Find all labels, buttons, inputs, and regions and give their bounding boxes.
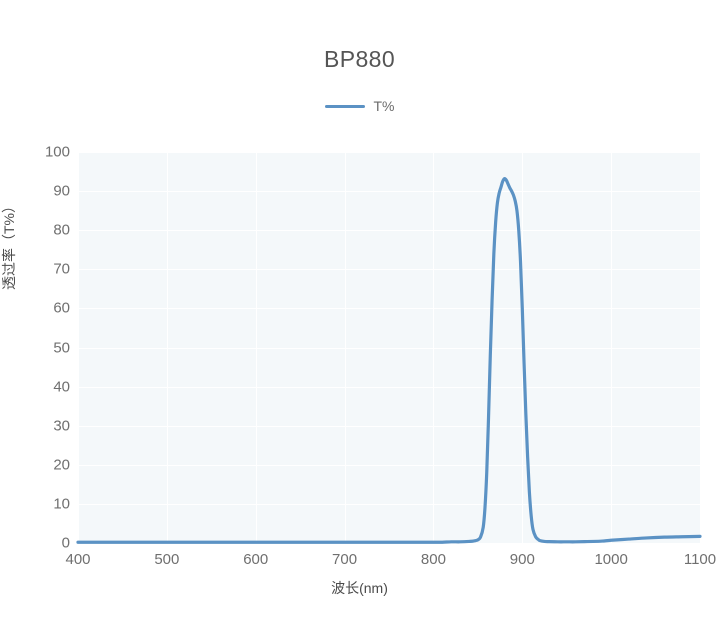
x-tick-label: 500 — [154, 551, 180, 568]
y-tick-label: 50 — [53, 339, 70, 356]
gridline-horizontal — [78, 269, 700, 271]
y-tick-label: 60 — [53, 299, 70, 317]
y-tick-label: 100 — [44, 143, 70, 161]
x-tick-label: 1100 — [683, 551, 717, 568]
series-plot — [76, 176, 702, 544]
y-tick-label: 40 — [53, 378, 70, 396]
y-tick-label: 90 — [53, 182, 70, 200]
gridline-horizontal — [78, 308, 700, 310]
x-tick-label: 1000 — [594, 551, 628, 568]
series-line-t-percent — [76, 176, 702, 544]
y-tick-label: 30 — [53, 417, 70, 435]
gridline-horizontal — [78, 191, 700, 193]
gridline-horizontal — [78, 386, 700, 388]
y-tick-label: 80 — [53, 221, 70, 239]
x-tick-label: 600 — [243, 551, 269, 568]
gridline-horizontal — [78, 152, 700, 153]
chart-legend: T% — [0, 98, 719, 114]
gridline-vertical — [700, 152, 701, 543]
gridline-horizontal — [78, 464, 700, 466]
gridline-horizontal — [78, 230, 700, 232]
y-tick-label: 10 — [53, 495, 70, 513]
page-title: BP880 — [323, 46, 396, 72]
gridline-horizontal — [78, 425, 700, 427]
gridline-horizontal — [78, 347, 700, 349]
legend-item-label: T% — [373, 98, 395, 114]
plot-area — [76, 152, 702, 544]
legend-color-swatch — [324, 104, 365, 108]
x-tick-label: 800 — [420, 551, 446, 568]
x-tick-label: 400 — [65, 551, 91, 568]
x-axis-label: 波长(nm) — [331, 580, 388, 596]
x-tick-label: 700 — [332, 551, 358, 568]
y-tick-label: 0 — [61, 534, 70, 552]
x-tick-label: 900 — [509, 551, 535, 568]
y-tick-label: 70 — [53, 260, 70, 278]
y-tick-label: 20 — [53, 456, 70, 474]
gridline-horizontal — [78, 503, 700, 505]
x-axis-ticks: 400 500 600 700 800 900 1000 1100 — [65, 551, 716, 573]
y-axis-ticks: 0 10 20 30 40 50 60 70 80 90 100 — [8, 144, 70, 552]
